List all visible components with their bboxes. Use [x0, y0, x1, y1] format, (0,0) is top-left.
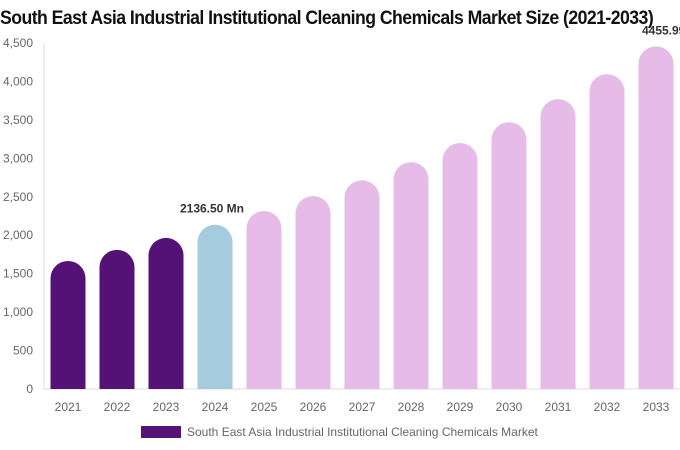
x-tick-label: 2022 [104, 400, 131, 414]
x-tick-label: 2021 [55, 400, 82, 414]
x-tick-label: 2028 [398, 400, 425, 414]
x-tick-label: 2032 [594, 400, 621, 414]
y-tick-label: 500 [13, 344, 33, 358]
data-label-2033: 4455.99 Mn [642, 23, 680, 37]
y-tick-label: 3,500 [3, 113, 33, 127]
x-tick-label: 2030 [496, 400, 523, 414]
data-label-2024: 2136.50 Mn [180, 202, 244, 216]
x-tick-label: 2027 [349, 400, 376, 414]
legend-label: South East Asia Industrial Institutional… [187, 425, 538, 439]
y-tick-label: 1,500 [3, 267, 33, 281]
legend: South East Asia Industrial Institutional… [141, 425, 538, 439]
x-tick-label: 2031 [545, 400, 572, 414]
bar-2029 [442, 142, 478, 389]
x-tick-label: 2025 [251, 400, 278, 414]
bar-2031 [540, 99, 576, 389]
x-tick-label: 2029 [447, 400, 474, 414]
y-tick-label: 0 [26, 382, 33, 396]
x-tick-label: 2023 [153, 400, 180, 414]
y-tick-label: 3,000 [3, 151, 33, 165]
y-tick-label: 2,500 [3, 190, 33, 204]
bar-2023 [148, 237, 184, 389]
bar-2028 [393, 162, 429, 389]
y-tick-label: 4,500 [3, 36, 33, 50]
y-tick-label: 1,000 [3, 305, 33, 319]
bar-2022 [99, 249, 135, 389]
x-tick-label: 2033 [643, 400, 670, 414]
bar-2033 [638, 46, 674, 389]
bar-2024 [197, 224, 233, 389]
bar-2026 [295, 196, 331, 389]
x-tick-label: 2026 [300, 400, 327, 414]
y-tick-label: 4,000 [3, 74, 33, 88]
legend-swatch [141, 426, 181, 438]
bar-2025 [246, 211, 282, 389]
x-tick-label: 2024 [202, 400, 229, 414]
bar-2021 [50, 260, 86, 389]
chart-title: South East Asia Industrial Institutional… [0, 8, 654, 29]
bar-2032 [589, 74, 625, 389]
y-tick-label: 2,000 [3, 228, 33, 242]
bar-2030 [491, 122, 527, 389]
bar-2027 [344, 180, 380, 389]
